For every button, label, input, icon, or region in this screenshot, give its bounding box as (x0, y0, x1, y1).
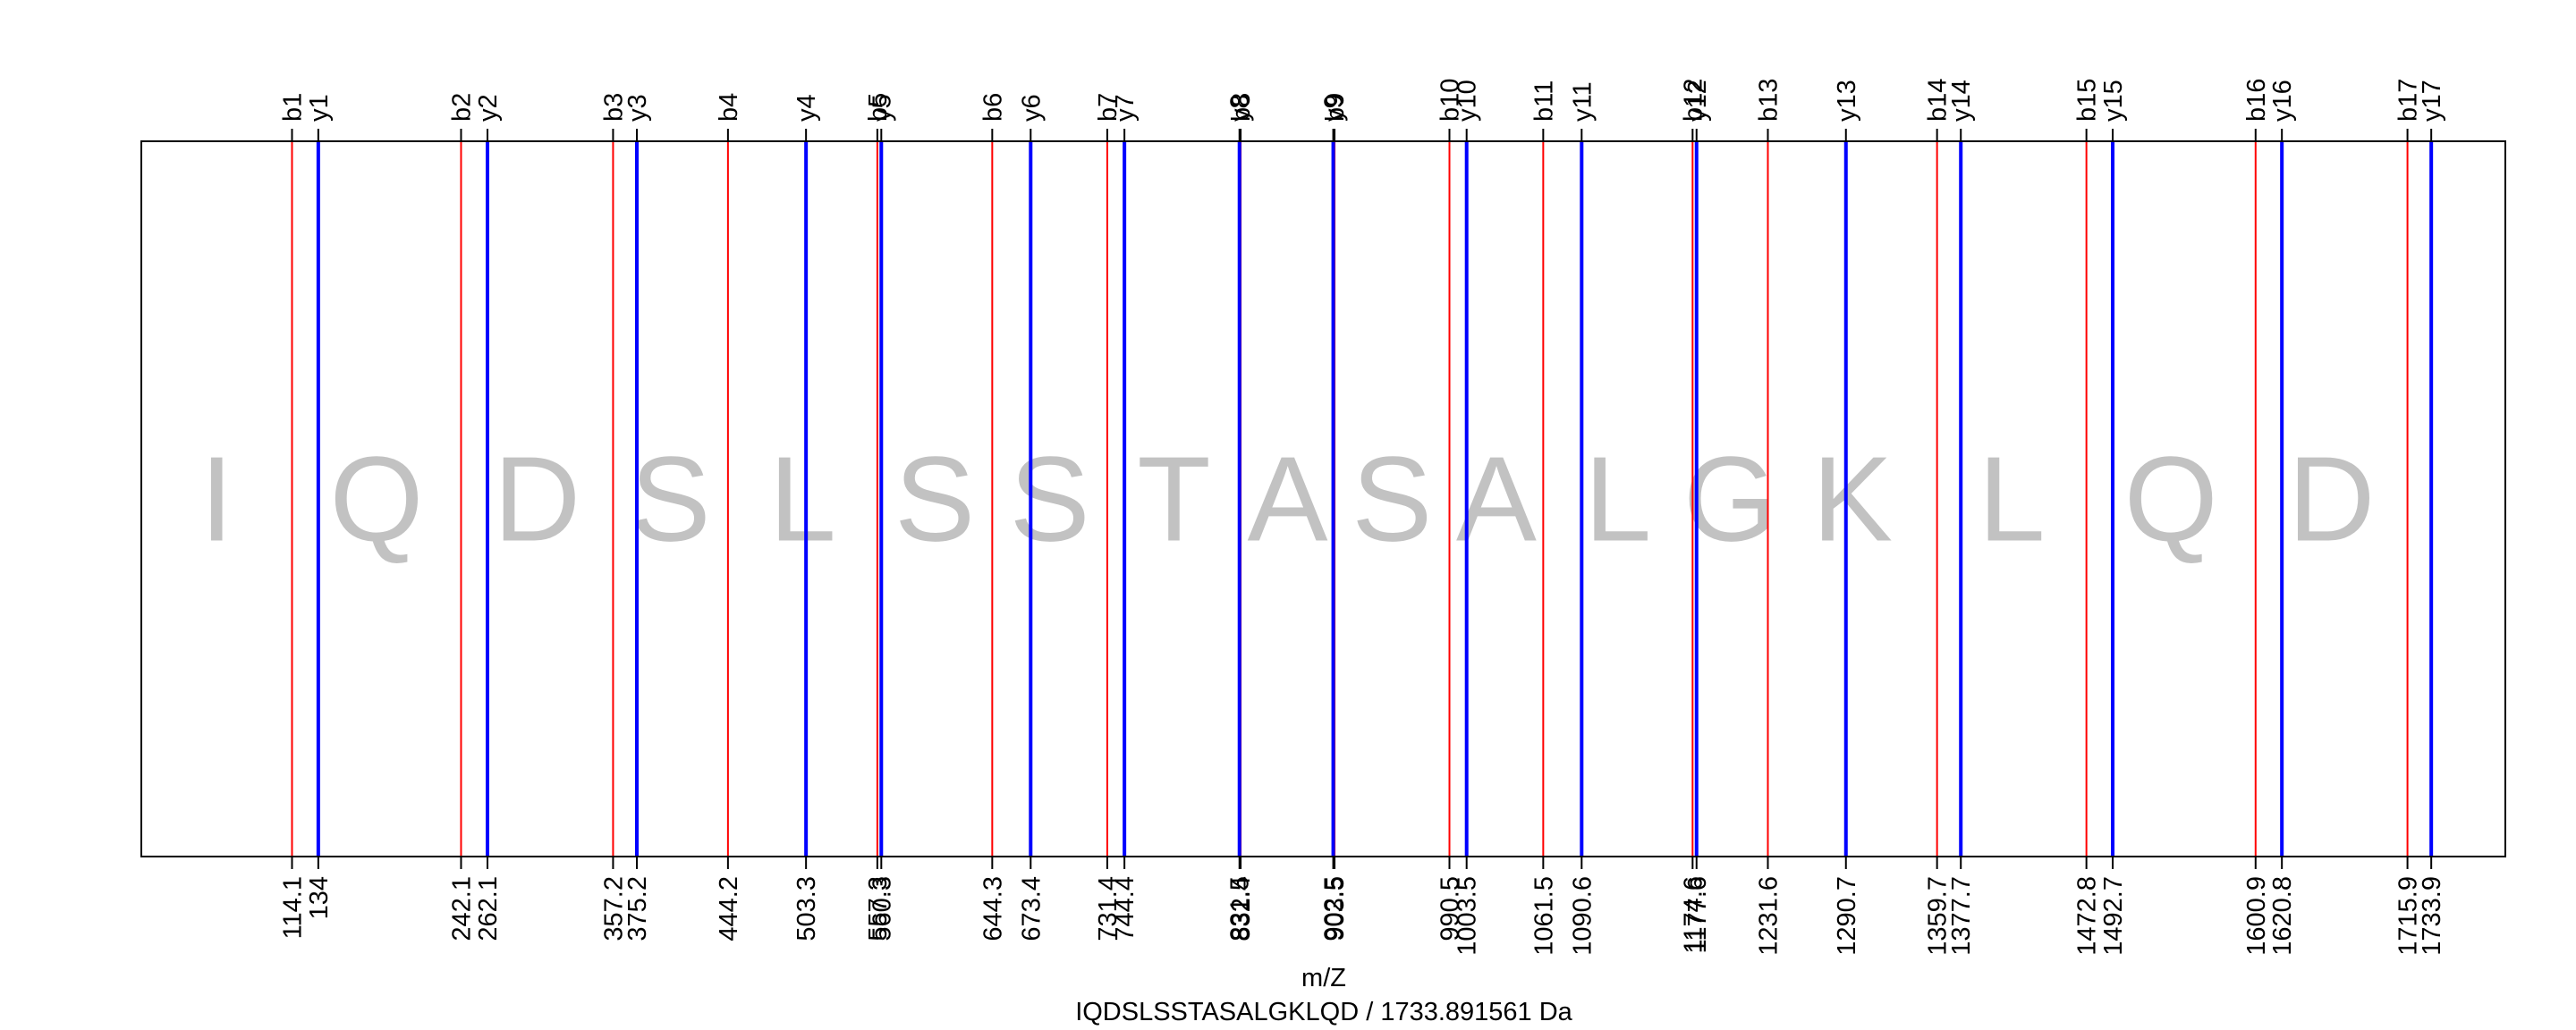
fragment-label: y9 (1320, 94, 1349, 122)
mz-tick-label: 242.1 (447, 876, 476, 941)
fragment-label: y6 (1017, 94, 1046, 122)
mz-tick-label: 375.2 (623, 876, 652, 941)
mz-tick-label: 560.3 (868, 876, 896, 941)
fragment-label: y14 (1947, 80, 1976, 122)
residue-letter: L (769, 432, 836, 567)
mz-tick-label: 444.2 (715, 876, 743, 941)
fragment-label: y13 (1833, 80, 1861, 122)
fragment-label: y10 (1453, 80, 1482, 122)
mz-tick-label: 1003.5 (1453, 876, 1482, 956)
residue-letter: L (1584, 432, 1651, 567)
mz-tick-label: 357.2 (599, 876, 628, 941)
mz-tick-label: 1492.7 (2099, 876, 2128, 956)
fragment-label: b9 (1321, 93, 1350, 122)
residue-letter: D (2288, 432, 2376, 567)
residue-letter: Q (329, 432, 423, 567)
fragment-label: b1 (278, 93, 307, 122)
fragment-label: b6 (979, 93, 1007, 122)
fragment-labels: b1 b2 b3 b4 b5 b6 b7 b8 b9 b10 b11 b12 b13 b14 b15 b16 b… (278, 79, 2446, 141)
fragment-label: y17 (2418, 80, 2446, 122)
mz-tick-label: 644.3 (979, 876, 1007, 941)
mz-tick-label: 262.1 (474, 876, 503, 941)
residue-letter: S (894, 432, 975, 567)
mz-tick-label: 557.3 (864, 876, 893, 941)
residue-letter: G (1683, 432, 1777, 567)
mz-tick-label: 1377.7 (1947, 876, 1976, 956)
residue-letter: T (1137, 432, 1210, 567)
mz-tick-label: 503.3 (792, 876, 821, 941)
mz-tick-label: 1359.7 (1924, 876, 1953, 956)
mz-tick-label: 1733.9 (2418, 876, 2446, 956)
mz-tick-label: 831.5 (1226, 876, 1255, 941)
fragment-label: y7 (1111, 94, 1140, 122)
fragment-label: b13 (1755, 79, 1784, 122)
mz-tick-label: 903.5 (1321, 876, 1350, 941)
mz-tick-label: 731.4 (1094, 876, 1123, 941)
fragment-label: y16 (2268, 80, 2297, 122)
mz-tick-label: 744.4 (1111, 876, 1140, 941)
fragment-label: b7 (1094, 93, 1123, 122)
fragment-label: y12 (1683, 80, 1712, 122)
mz-tick-label: 990.5 (1436, 876, 1465, 941)
residue-letter: D (494, 432, 581, 567)
fragment-label: b3 (599, 93, 628, 122)
residue-letter: K (1812, 432, 1893, 567)
mz-tick-label: 1061.5 (1530, 876, 1558, 956)
fragment-label: b15 (2073, 79, 2102, 122)
mz-tick-label: 1290.7 (1833, 876, 1861, 956)
mz-tick-label: 902.5 (1320, 876, 1349, 941)
fragment-label: b11 (1530, 80, 1558, 122)
fragment-label: b8 (1227, 93, 1256, 122)
fragment-label: b16 (2242, 79, 2271, 122)
mz-tick-label: 1090.6 (1568, 876, 1597, 956)
residue-letter: L (1979, 432, 2046, 567)
fragment-label: y2 (474, 94, 503, 122)
mz-tick-label: 673.4 (1017, 876, 1046, 941)
fragment-label: y15 (2099, 80, 2128, 122)
fragment-label: y5 (868, 94, 896, 122)
fragment-label: y4 (792, 94, 821, 122)
fragment-label: b5 (864, 93, 893, 122)
fragment-label: y11 (1568, 81, 1597, 122)
x-axis-title: m/Z (1301, 964, 1346, 992)
fragment-label: b10 (1436, 79, 1465, 122)
ion-lines (291, 141, 2434, 857)
mz-tick-label: 134 (305, 876, 334, 919)
residue-letter: S (1010, 432, 1090, 567)
mz-tick-label: 1600.9 (2242, 876, 2271, 956)
residue-letter: S (1352, 432, 1432, 567)
fragment-label: b12 (1679, 79, 1707, 122)
residue-letter: S (631, 432, 711, 567)
residue-letter: A (1248, 432, 1328, 567)
mz-tick-labels: 114.1 242.1 357.2 444.2 557.3 644.3 731.4 832.4… (278, 857, 2446, 956)
mz-tick-label: 1177.6 (1683, 876, 1712, 954)
fragment-label: b17 (2394, 79, 2423, 122)
residue-letter: A (1456, 432, 1537, 567)
fragment-label: b14 (1924, 79, 1953, 122)
mz-tick-label: 832.4 (1227, 876, 1256, 941)
fragment-label: b4 (715, 93, 743, 122)
residue-letter: I (199, 432, 233, 567)
peptide-subtitle: IQDSLSSTASALGKLQD / 1733.891561 Da (1075, 998, 1572, 1026)
fragment-label: b2 (447, 93, 476, 122)
mz-tick-label: 1231.6 (1755, 876, 1784, 956)
mz-tick-label: 1715.9 (2394, 876, 2423, 956)
fragment-label: y8 (1226, 94, 1255, 122)
plot-frame (140, 140, 2506, 857)
mz-tick-label: 114.1 (278, 876, 307, 939)
mz-tick-label: 1620.8 (2268, 876, 2297, 956)
mz-tick-label: 1472.8 (2073, 876, 2102, 956)
residue-letter: Q (2124, 432, 2218, 567)
mz-tick-label: 1174.6 (1679, 876, 1707, 954)
fragment-label: y1 (305, 94, 334, 122)
fragment-label: y3 (623, 94, 652, 122)
